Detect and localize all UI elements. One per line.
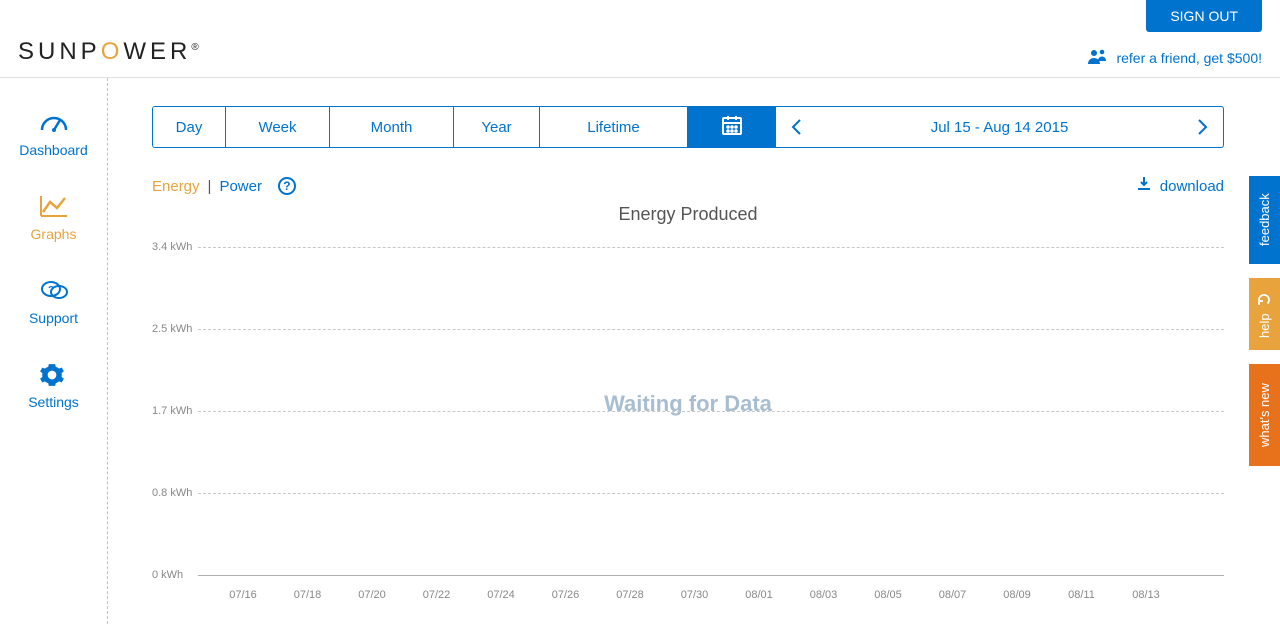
- x-axis-label: 08/13: [1132, 589, 1160, 601]
- signout-button[interactable]: SIGN OUT: [1146, 0, 1262, 32]
- sidebar-label: Dashboard: [19, 142, 88, 158]
- date-range-nav: Jul 15 - Aug 14 2015: [776, 107, 1223, 147]
- refer-text: refer a friend, get $500!: [1116, 50, 1262, 66]
- range-calendar-button[interactable]: [688, 107, 776, 147]
- calendar-icon: [720, 113, 744, 141]
- sidebar-item-settings[interactable]: Settings: [0, 362, 107, 410]
- y-axis-label: 0 kWh: [152, 569, 183, 581]
- chart-waiting-text: Waiting for Data: [152, 391, 1224, 417]
- range-month-button[interactable]: Month: [330, 107, 454, 147]
- y-axis-label: 3.4 kWh: [152, 241, 192, 253]
- x-axis-label: 08/09: [1003, 589, 1031, 601]
- main-content: Day Week Month Year Lifetime Jul 15 - Au…: [108, 78, 1280, 624]
- range-week-button[interactable]: Week: [226, 107, 330, 147]
- sidebar-item-dashboard[interactable]: Dashboard: [0, 110, 107, 158]
- sidebar-item-graphs[interactable]: Graphs: [0, 194, 107, 242]
- download-icon: [1136, 176, 1152, 196]
- x-axis-label: 08/01: [745, 589, 773, 601]
- help-tab-label: help: [1257, 313, 1272, 338]
- grid-line: [198, 329, 1224, 330]
- download-label: download: [1160, 178, 1224, 195]
- x-axis-label: 08/05: [874, 589, 902, 601]
- x-axis-label: 07/26: [552, 589, 580, 601]
- gauge-icon: [39, 110, 69, 134]
- help-tab[interactable]: help: [1249, 278, 1280, 350]
- x-axis-label: 07/30: [681, 589, 709, 601]
- range-day-button[interactable]: Day: [153, 107, 226, 147]
- chart-area: Waiting for Data 3.4 kWh 2.5 kWh 1.7 kWh 0.…: [152, 239, 1224, 595]
- x-axis-label: 07/28: [616, 589, 644, 601]
- x-axis-label: 08/03: [810, 589, 838, 601]
- people-icon: [1088, 48, 1108, 67]
- x-axis-label: 07/18: [294, 589, 322, 601]
- range-lifetime-button[interactable]: Lifetime: [540, 107, 688, 147]
- chart-title: Energy Produced: [152, 204, 1224, 225]
- svg-text:?: ?: [47, 285, 53, 296]
- logo: SUNPOWER®: [18, 38, 199, 66]
- next-range-button[interactable]: [1181, 117, 1223, 137]
- x-axis-label: 08/11: [1068, 589, 1095, 601]
- x-axis-label: 08/07: [939, 589, 967, 601]
- graph-icon: [39, 194, 69, 218]
- sidebar-label: Support: [29, 310, 78, 326]
- help-icon[interactable]: ?: [278, 177, 296, 195]
- refer-friend-link[interactable]: refer a friend, get $500!: [1088, 48, 1262, 67]
- feedback-tab[interactable]: feedback: [1249, 176, 1280, 264]
- support-icon: ?: [39, 278, 69, 302]
- grid-line: [198, 411, 1224, 412]
- y-axis-label: 0.8 kWh: [152, 487, 192, 499]
- tab-power[interactable]: Power: [219, 178, 262, 195]
- sidebar-label: Graphs: [31, 226, 77, 242]
- grid-line: [198, 575, 1224, 576]
- grid-line: [198, 493, 1224, 494]
- gear-icon: [39, 362, 69, 386]
- sidebar-item-support[interactable]: ? Support: [0, 278, 107, 326]
- range-year-button[interactable]: Year: [454, 107, 540, 147]
- x-axis-label: 07/16: [229, 589, 257, 601]
- toggle-row: Energy | Power ? download: [152, 176, 1224, 196]
- download-button[interactable]: download: [1136, 176, 1224, 196]
- x-axis-label: 07/24: [487, 589, 515, 601]
- sidebar-label: Settings: [28, 394, 79, 410]
- x-axis-label: 07/22: [423, 589, 451, 601]
- time-range-bar: Day Week Month Year Lifetime Jul 15 - Au…: [152, 106, 1224, 148]
- date-range-text: Jul 15 - Aug 14 2015: [818, 119, 1181, 136]
- prev-range-button[interactable]: [776, 117, 818, 137]
- x-axis-label: 07/20: [358, 589, 386, 601]
- header: SIGN OUT refer a friend, get $500! SUNPO…: [0, 0, 1280, 78]
- y-axis-label: 1.7 kWh: [152, 405, 192, 417]
- separator: |: [208, 178, 212, 195]
- sidebar: Dashboard Graphs ? Support Settings: [0, 78, 108, 624]
- grid-line: [198, 247, 1224, 248]
- y-axis-label: 2.5 kWh: [152, 323, 192, 335]
- refresh-icon: [1258, 290, 1272, 307]
- tab-energy[interactable]: Energy: [152, 178, 200, 195]
- whatsnew-tab[interactable]: what's new: [1249, 364, 1280, 466]
